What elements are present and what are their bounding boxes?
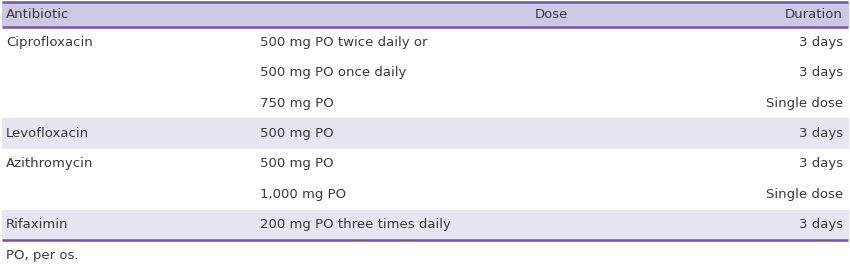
Text: Ciprofloxacin: Ciprofloxacin (6, 36, 93, 49)
Text: PO, per os.: PO, per os. (6, 249, 78, 262)
Text: 3 days: 3 days (799, 157, 843, 171)
Text: 200 mg PO three times daily: 200 mg PO three times daily (260, 218, 451, 231)
Text: 3 days: 3 days (799, 36, 843, 49)
Bar (2, 27, 848, 118)
Text: Single dose: Single dose (766, 97, 843, 110)
Bar (2, 209, 848, 240)
Text: Rifaximin: Rifaximin (6, 218, 69, 231)
Text: 500 mg PO twice daily or: 500 mg PO twice daily or (260, 36, 428, 49)
Text: 500 mg PO: 500 mg PO (260, 157, 333, 171)
Bar (2, 149, 848, 209)
Text: 3 days: 3 days (799, 218, 843, 231)
Text: 3 days: 3 days (799, 127, 843, 140)
Text: Azithromycin: Azithromycin (6, 157, 94, 171)
Text: 3 days: 3 days (799, 66, 843, 79)
Text: 500 mg PO: 500 mg PO (260, 127, 333, 140)
Bar (2, 2, 848, 27)
Text: Duration: Duration (785, 8, 843, 21)
Text: Dose: Dose (535, 8, 568, 21)
Bar (2, 118, 848, 149)
Text: Antibiotic: Antibiotic (6, 8, 70, 21)
Text: 500 mg PO once daily: 500 mg PO once daily (260, 66, 406, 79)
Text: Levofloxacin: Levofloxacin (6, 127, 89, 140)
Text: Single dose: Single dose (766, 188, 843, 201)
Text: 1,000 mg PO: 1,000 mg PO (260, 188, 346, 201)
Text: 750 mg PO: 750 mg PO (260, 97, 334, 110)
